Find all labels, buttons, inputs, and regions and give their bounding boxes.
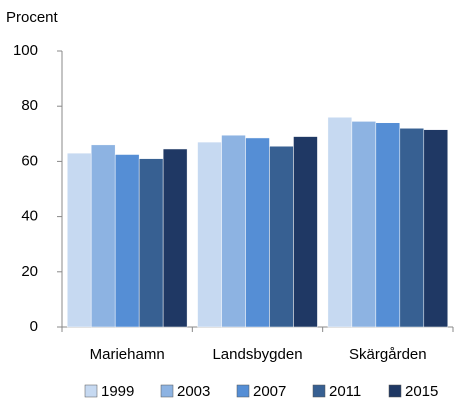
legend-label: 1999 xyxy=(101,383,134,400)
legend-label: 2007 xyxy=(253,383,286,400)
bar xyxy=(375,122,401,328)
legend-swatch xyxy=(388,384,402,398)
legend-swatch xyxy=(236,384,250,398)
bar xyxy=(423,129,449,328)
bar xyxy=(245,137,270,328)
y-tick-label: 100 xyxy=(13,42,38,59)
bar xyxy=(162,148,188,328)
bar xyxy=(399,128,425,328)
bar xyxy=(66,152,92,328)
legend-label: 2011 xyxy=(329,383,361,400)
legend-swatch xyxy=(84,384,98,398)
legend-label: 2003 xyxy=(177,383,210,400)
y-tick-label: 20 xyxy=(21,263,38,280)
y-tick-label: 0 xyxy=(30,318,38,335)
x-tick-label: Mariehamn xyxy=(90,346,165,363)
y-tick-label: 60 xyxy=(21,152,38,169)
bar xyxy=(269,145,294,328)
bar xyxy=(90,144,116,328)
legend-swatch xyxy=(312,384,326,398)
y-tick-label: 40 xyxy=(21,208,38,225)
bar xyxy=(351,121,377,328)
x-tick-label: Skärgården xyxy=(349,346,427,363)
bar xyxy=(138,158,164,328)
y-tick-label: 80 xyxy=(21,97,38,114)
bar xyxy=(293,136,318,328)
y-axis-label: Procent xyxy=(6,9,59,26)
x-tick-label: Landsbygden xyxy=(212,346,302,363)
bar xyxy=(327,116,353,328)
bar xyxy=(197,141,222,328)
bar xyxy=(221,134,246,328)
bar xyxy=(114,154,140,328)
legend-label: 2015 xyxy=(405,383,438,400)
legend-swatch xyxy=(160,384,174,398)
